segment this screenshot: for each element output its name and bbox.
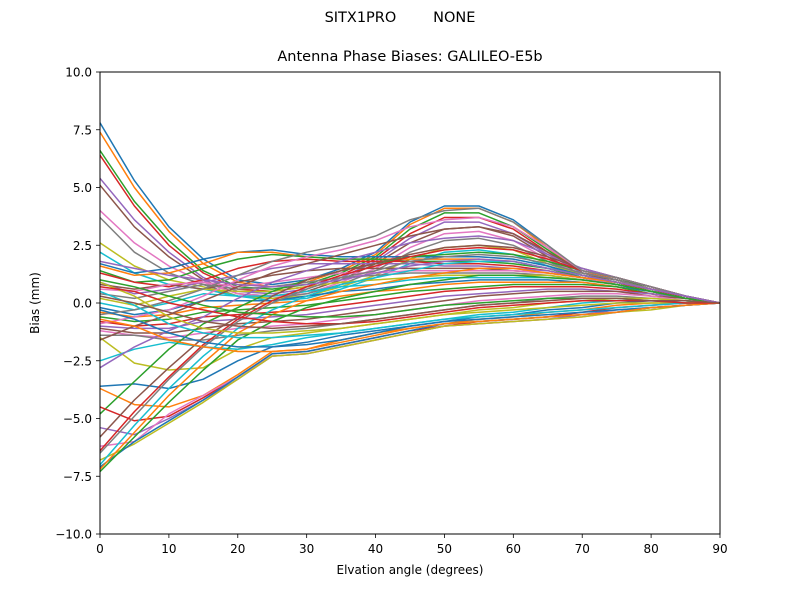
series-line: [99, 281, 720, 334]
series-line: [99, 302, 721, 468]
series-line: [99, 286, 720, 325]
series-line: [99, 122, 721, 304]
series-lines: [99, 122, 721, 473]
series-line: [99, 290, 720, 339]
x-tick-label: 80: [643, 542, 658, 556]
y-tick-label: −5.0: [63, 412, 92, 426]
y-tick-label: 2.5: [73, 239, 92, 253]
y-tick-label: −7.5: [63, 470, 92, 484]
y-tick-label: −10.0: [55, 528, 92, 542]
y-axis-ticks: −10.0 −7.5 −5.0 −2.5 0.0 2.5 5.0 7.5 10.0: [55, 66, 100, 542]
x-tick-label: 60: [506, 542, 521, 556]
series-line: [99, 207, 721, 316]
x-tick-label: 30: [299, 542, 314, 556]
y-tick-label: −2.5: [63, 354, 92, 368]
x-tick-label: 50: [437, 542, 452, 556]
x-axis-label: Elvation angle (degrees): [337, 563, 484, 577]
series-line: [99, 302, 721, 348]
y-tick-label: 10.0: [65, 66, 92, 80]
chart-title: Antenna Phase Biases: GALILEO-E5b: [277, 49, 543, 65]
y-tick-label: 0.0: [73, 297, 92, 311]
x-tick-label: 40: [368, 542, 383, 556]
x-tick-label: 0: [96, 542, 104, 556]
y-tick-label: 7.5: [73, 123, 92, 137]
x-axis-ticks: 0 10 20 30 40 50 60 70 80 90: [96, 534, 728, 556]
y-tick-label: 5.0: [73, 181, 92, 195]
figure-suptitle: SITX1PRO NONE: [324, 10, 476, 26]
y-axis-label: Bias (mm): [28, 272, 42, 334]
x-tick-label: 90: [712, 542, 727, 556]
x-tick-label: 10: [161, 542, 176, 556]
series-line: [99, 283, 721, 323]
series-line: [99, 295, 721, 330]
series-line: [99, 302, 721, 353]
series-line: [99, 258, 721, 304]
x-tick-label: 20: [230, 542, 245, 556]
x-tick-label: 70: [575, 542, 590, 556]
series-line: [99, 274, 721, 473]
